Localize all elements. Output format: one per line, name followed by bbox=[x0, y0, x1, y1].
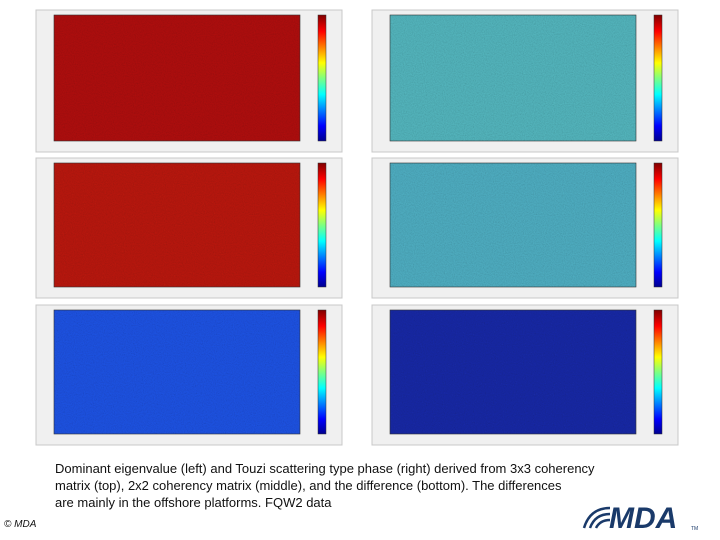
colorbar bbox=[653, 162, 663, 288]
image-border bbox=[53, 162, 301, 288]
image-specks bbox=[390, 310, 636, 434]
caption-line: are mainly in the offshore platforms. FQ… bbox=[55, 495, 332, 510]
colorbar bbox=[653, 309, 663, 435]
image-border bbox=[53, 14, 301, 142]
copyright: © MDA bbox=[4, 519, 37, 530]
image-specks bbox=[390, 15, 636, 141]
image-specks bbox=[390, 163, 636, 287]
image-panel bbox=[35, 304, 343, 446]
mda-logo: MDA TM bbox=[582, 502, 698, 535]
image-specks bbox=[54, 310, 300, 434]
image-specks bbox=[54, 15, 300, 141]
colorbar bbox=[317, 309, 327, 435]
image-panel bbox=[35, 9, 343, 153]
image-border bbox=[53, 309, 301, 435]
colorbar bbox=[653, 14, 663, 142]
colorbar bbox=[317, 162, 327, 288]
trademark: TM bbox=[691, 526, 698, 532]
image-border bbox=[389, 162, 637, 288]
image-panel bbox=[371, 157, 679, 299]
image-border bbox=[389, 309, 637, 435]
image-specks bbox=[54, 163, 300, 287]
image-panel bbox=[35, 157, 343, 299]
image-border bbox=[389, 14, 637, 142]
image-panel bbox=[371, 9, 679, 153]
image-panel bbox=[371, 304, 679, 446]
panels bbox=[35, 9, 679, 446]
logo-text: MDA bbox=[609, 502, 677, 535]
caption: Dominant eigenvalue (left) and Touzi sca… bbox=[55, 460, 655, 511]
caption-line: matrix (top), 2x2 coherency matrix (midd… bbox=[55, 478, 562, 493]
colorbar bbox=[317, 14, 327, 142]
caption-line: Dominant eigenvalue (left) and Touzi sca… bbox=[55, 461, 595, 476]
